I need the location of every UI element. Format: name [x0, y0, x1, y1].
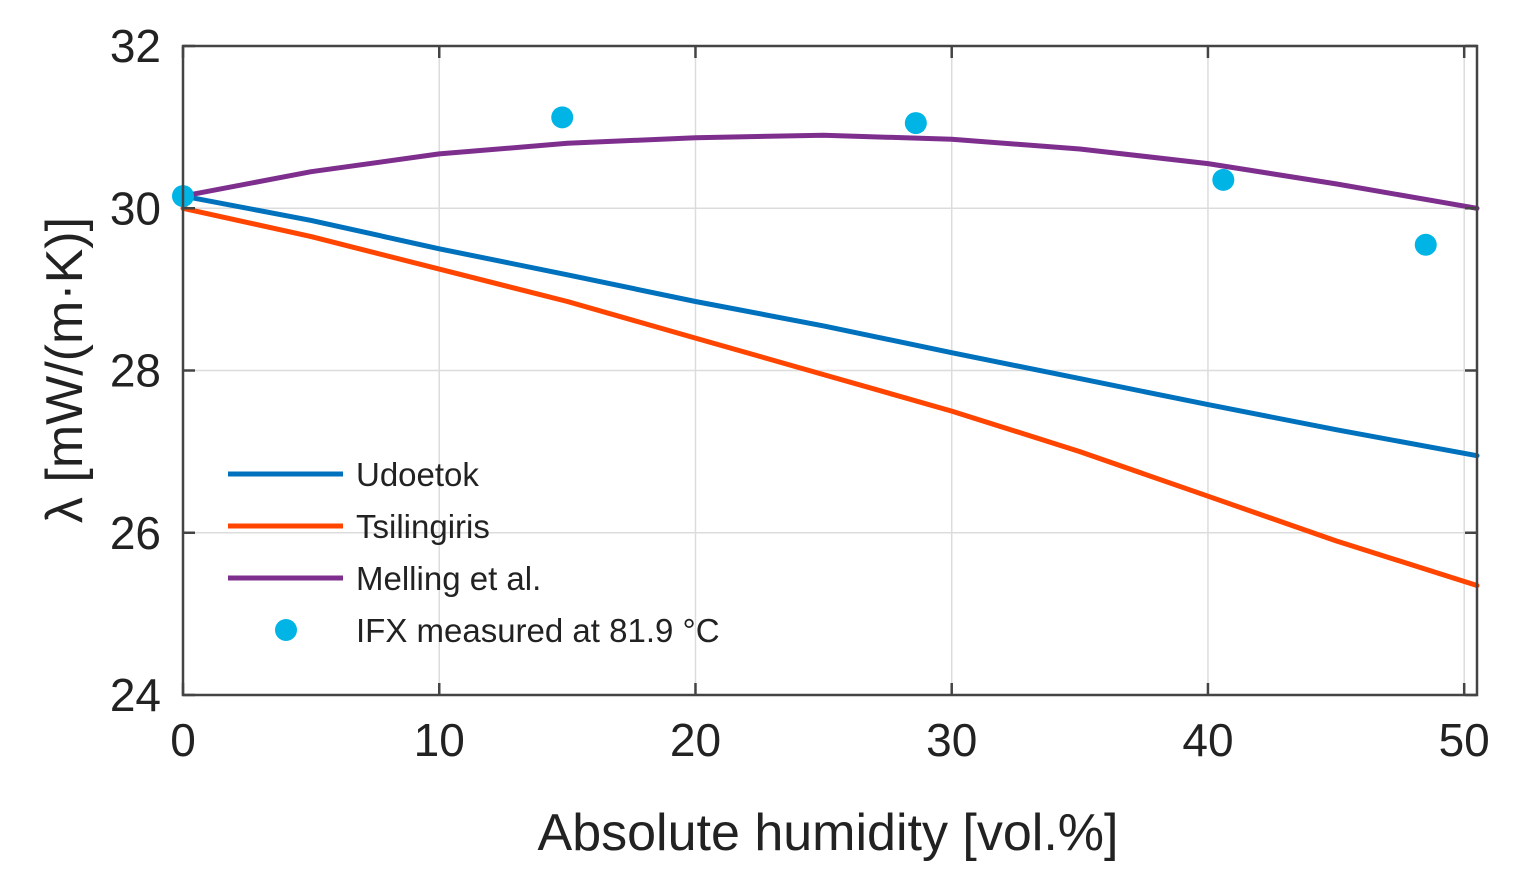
legend-label: IFX measured at 81.9 °C — [356, 612, 720, 649]
x-tick-label: 40 — [1182, 714, 1233, 766]
data-point — [904, 112, 927, 135]
tick-layer: 0 10 20 30 40 50 24 26 28 30 32 — [110, 20, 1490, 766]
legend-label: Udoetok — [356, 456, 479, 493]
legend-swatch — [275, 619, 297, 641]
data-point — [1212, 168, 1235, 191]
y-tick-label: 24 — [110, 669, 161, 721]
y-tick-label: 28 — [110, 345, 161, 397]
series-layer — [180, 132, 1480, 588]
legend-label: Melling et al. — [356, 560, 541, 597]
x-tick-label: 0 — [170, 714, 196, 766]
x-axis-label: Absolute humidity [vol.%] — [538, 804, 1119, 862]
point-layer — [172, 106, 1437, 256]
y-tick-label: 26 — [110, 507, 161, 559]
x-tick-label: 50 — [1439, 714, 1490, 766]
x-tick-label: 10 — [414, 714, 465, 766]
series-line-tsilingiris — [180, 205, 1480, 588]
y-tick-label: 30 — [110, 182, 161, 234]
series-line-udoetok — [180, 193, 1480, 459]
grid-layer — [182, 45, 1477, 696]
legend-label: Tsilingiris — [356, 508, 490, 545]
legend: Udoetok Tsilingiris Melling et al. IFX meas… — [228, 456, 720, 649]
series-line-melling-et-al — [180, 132, 1480, 211]
x-tick-label: 20 — [670, 714, 721, 766]
y-tick-label: 32 — [110, 20, 161, 72]
x-tick-label: 30 — [926, 714, 977, 766]
y-axis-label: λ [mW/(m·K)] — [36, 217, 94, 523]
data-point — [551, 106, 574, 129]
data-point — [1414, 233, 1437, 256]
